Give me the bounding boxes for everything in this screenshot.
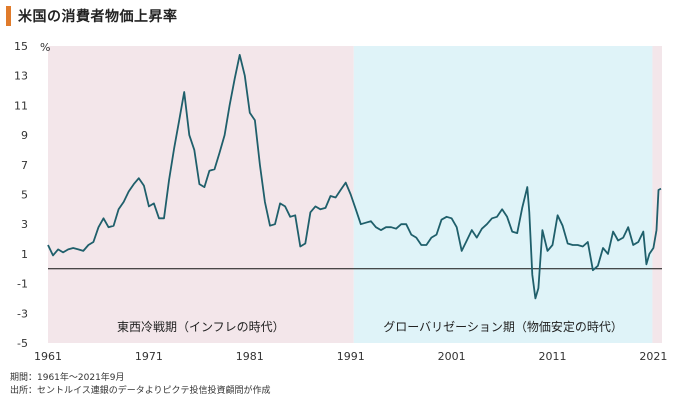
y-tick-label: 1	[21, 248, 28, 261]
y-tick-label: -1	[17, 278, 28, 291]
x-axis-ticks: 1961 1971 1981 1991 2001 2011 2021	[34, 350, 667, 363]
source-note: 出所：セントルイス連銀のデータよりピクテ投信投資顧問が作成	[10, 386, 271, 396]
y-unit-label: %	[40, 41, 50, 54]
era-regions	[48, 46, 662, 343]
chart-title: 米国の消費者物価上昇率	[18, 9, 178, 25]
era-region-1	[353, 46, 653, 343]
era-label-0: 東西冷戦期（インフレの時代）	[117, 320, 285, 334]
x-tick-label: 1981	[236, 350, 264, 363]
era-region-2	[652, 46, 662, 343]
y-tick-label: 11	[14, 99, 28, 112]
y-tick-label: 15	[14, 40, 28, 53]
x-tick-label: 1961	[34, 350, 62, 363]
era-labels: 東西冷戦期（インフレの時代） グローバリゼーション期（物価安定の時代）	[117, 319, 623, 334]
y-tick-label: 3	[21, 218, 28, 231]
x-tick-label: 2021	[639, 350, 667, 363]
period-note: 期間：1961年～2021年9月	[10, 373, 125, 383]
era-label-1: グローバリゼーション期（物価安定の時代）	[383, 319, 623, 334]
x-tick-label: 1991	[337, 350, 365, 363]
title-accent-bar	[6, 6, 11, 26]
y-tick-label: 13	[14, 70, 28, 83]
footer: 期間：1961年～2021年9月 出所：セントルイス連銀のデータよりピクテ投信投…	[10, 372, 271, 398]
x-tick-label: 2001	[438, 350, 466, 363]
era-region-0	[48, 46, 354, 343]
x-tick-label: 1971	[135, 350, 163, 363]
y-tick-label: -5	[17, 337, 28, 350]
y-tick-label: 5	[21, 189, 28, 202]
y-tick-label: -3	[17, 307, 28, 320]
cpi-series-line	[47, 54, 662, 300]
y-tick-label: 7	[21, 159, 28, 172]
x-tick-label: 2011	[539, 350, 567, 363]
y-tick-label: 9	[21, 129, 28, 142]
y-axis-ticks: 15 13 11 9 7 5 3 1 -1 -3 -5	[14, 40, 28, 350]
